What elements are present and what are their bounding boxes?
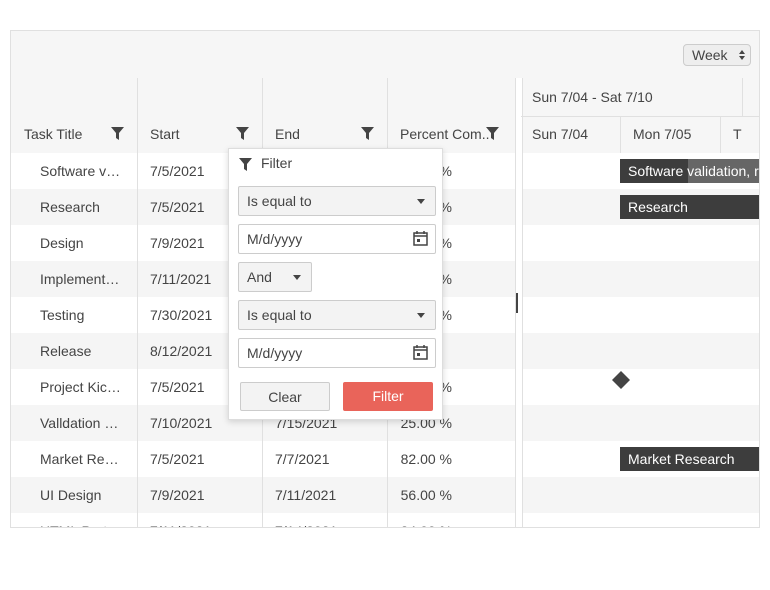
- clear-button[interactable]: Clear: [240, 382, 330, 411]
- logic-select[interactable]: And: [238, 262, 312, 292]
- end-date: 7/11/2021: [275, 487, 337, 503]
- start-date: 7/10/2021: [150, 415, 213, 431]
- column-header: Start: [150, 126, 180, 142]
- task-title: Valldation …: [40, 415, 119, 431]
- timeline-cell: [521, 369, 759, 405]
- task-title: Project Kic…: [40, 379, 121, 395]
- task-bar[interactable]: Research: [620, 195, 759, 219]
- timeline-cell: [521, 405, 759, 441]
- timeline-cell: [521, 513, 759, 527]
- operator: Is equal to: [247, 193, 312, 209]
- task-title: Implement…: [40, 271, 120, 287]
- column-header: Task Title: [24, 126, 83, 142]
- splitter-handle[interactable]: [516, 293, 518, 313]
- column-filter-icon[interactable]: [486, 127, 499, 140]
- column-header: Percent Com..: [400, 126, 490, 142]
- end-date: 7/7/2021: [275, 451, 330, 467]
- header-line: [720, 116, 721, 153]
- start-date: 8/12/2021: [150, 343, 213, 359]
- header-line: [521, 116, 759, 117]
- day-label: T: [733, 126, 742, 142]
- percent: 84.00 %: [401, 513, 452, 527]
- placeholder: M/d/yyyy: [247, 231, 303, 247]
- date-input[interactable]: M/d/yyyy: [238, 224, 436, 254]
- operator: Is equal to: [247, 307, 312, 323]
- start-date: 7/9/2021: [150, 235, 205, 251]
- operator-select[interactable]: Is equal to: [238, 186, 436, 216]
- timeline-cell: [521, 297, 759, 333]
- task-title: Software v…: [40, 163, 121, 179]
- header-line: [742, 78, 743, 116]
- task-title: HTML Prot…: [40, 513, 121, 527]
- row[interactable]: Valldation … 7/10/2021 7/15/2021 25.00 %: [11, 405, 759, 441]
- filter-icon: [239, 158, 252, 171]
- splitter[interactable]: [515, 78, 523, 527]
- placeholder: M/d/yyyy: [247, 345, 303, 361]
- day-label: Sun 7/04: [532, 126, 589, 142]
- task-title: Testing: [40, 307, 85, 323]
- filter-menu: Filter Is equal to M/d/yyyy And Is equal…: [228, 148, 443, 420]
- percent: 82.00 %: [400, 451, 452, 467]
- column-header: End: [275, 126, 300, 142]
- calendar-icon[interactable]: [413, 231, 428, 246]
- calendar-icon[interactable]: [413, 345, 428, 360]
- task-title: Release: [40, 343, 92, 359]
- milestone: [612, 371, 630, 389]
- timeline-cell: [521, 477, 759, 513]
- task-bar[interactable]: Software validation, re: [620, 159, 759, 183]
- timeline-cell: [521, 225, 759, 261]
- task-title: Market Re…: [40, 451, 119, 467]
- end-date: 7/14/2021: [275, 513, 337, 527]
- timeline-cell: [521, 333, 759, 369]
- day-label: Mon 7/05: [633, 126, 692, 142]
- operator-select[interactable]: Is equal to: [238, 300, 436, 330]
- start-date: 7/5/2021: [150, 199, 205, 215]
- column-filter-icon[interactable]: [111, 127, 124, 140]
- start-date: 7/5/2021: [150, 163, 205, 179]
- view-select[interactable]: Week: [683, 44, 751, 66]
- row[interactable]: HTML Prot… 7/11/2021 7/14/2021 84.00 %: [11, 513, 759, 527]
- toolbar: [11, 31, 759, 79]
- view-label: Week: [692, 47, 728, 63]
- col-divider: [137, 78, 138, 527]
- filter-title: Filter: [261, 155, 293, 171]
- range-label: Sun 7/04 - Sat 7/10: [532, 89, 653, 105]
- task-bar[interactable]: Market Research: [620, 447, 759, 471]
- start-date: 7/30/2021: [150, 307, 213, 323]
- start-date: 7/5/2021: [150, 379, 205, 395]
- row[interactable]: Market Re… 7/5/2021 7/7/2021 82.00 % Market …: [11, 441, 759, 477]
- percent: 56.00 %: [400, 487, 452, 503]
- date-input[interactable]: M/d/yyyy: [238, 338, 436, 368]
- column-filter-icon[interactable]: [361, 127, 374, 140]
- logic: And: [247, 269, 272, 285]
- filter-button[interactable]: Filter: [343, 382, 433, 411]
- task-title: Design: [40, 235, 84, 251]
- spin-icon: [739, 50, 745, 60]
- start-date: 7/5/2021: [150, 451, 205, 467]
- header-line: [620, 116, 621, 153]
- start-date: 7/11/2021: [150, 513, 211, 527]
- column-filter-icon[interactable]: [236, 127, 249, 140]
- timeline-cell: [521, 261, 759, 297]
- row[interactable]: UI Design 7/9/2021 7/11/2021 56.00 %: [11, 477, 759, 513]
- task-title: Research: [40, 199, 100, 215]
- start-date: 7/9/2021: [150, 487, 205, 503]
- task-title: UI Design: [40, 487, 102, 503]
- start-date: 7/11/2021: [150, 271, 212, 287]
